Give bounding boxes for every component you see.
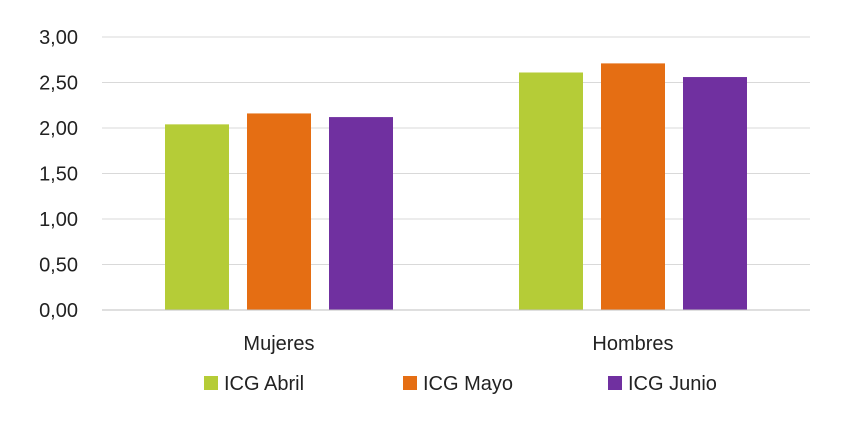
x-category-label: Hombres: [592, 333, 673, 355]
y-tick-label: 2,50: [39, 73, 78, 95]
y-tick-label: 1,00: [39, 209, 78, 231]
bar-mujeres-1: [247, 113, 311, 310]
x-axis-categories: Mujeres Hombres: [243, 333, 673, 355]
legend: ICG Abril ICG Mayo ICG Junio: [204, 373, 717, 395]
legend-label: ICG Junio: [628, 373, 717, 395]
y-tick-label: 3,00: [39, 27, 78, 49]
bar-hombres-2: [683, 77, 747, 310]
legend-swatch: [608, 376, 622, 390]
x-category-label: Mujeres: [243, 333, 314, 355]
y-axis-ticks: 0,00 0,50 1,00 1,50 2,00 2,50 3,00: [39, 27, 78, 322]
bar-hombres-1: [601, 63, 665, 310]
bar-hombres-0: [519, 72, 583, 311]
bars: [165, 63, 747, 311]
bar-mujeres-0: [165, 124, 229, 310]
legend-label: ICG Abril: [224, 373, 304, 395]
y-tick-label: 1,50: [39, 164, 78, 186]
bar-mujeres-2: [329, 117, 393, 310]
legend-swatch: [403, 376, 417, 390]
y-tick-label: 2,00: [39, 118, 78, 140]
legend-swatch: [204, 376, 218, 390]
y-tick-label: 0,50: [39, 255, 78, 277]
legend-label: ICG Mayo: [423, 373, 513, 395]
y-tick-label: 0,00: [39, 300, 78, 322]
